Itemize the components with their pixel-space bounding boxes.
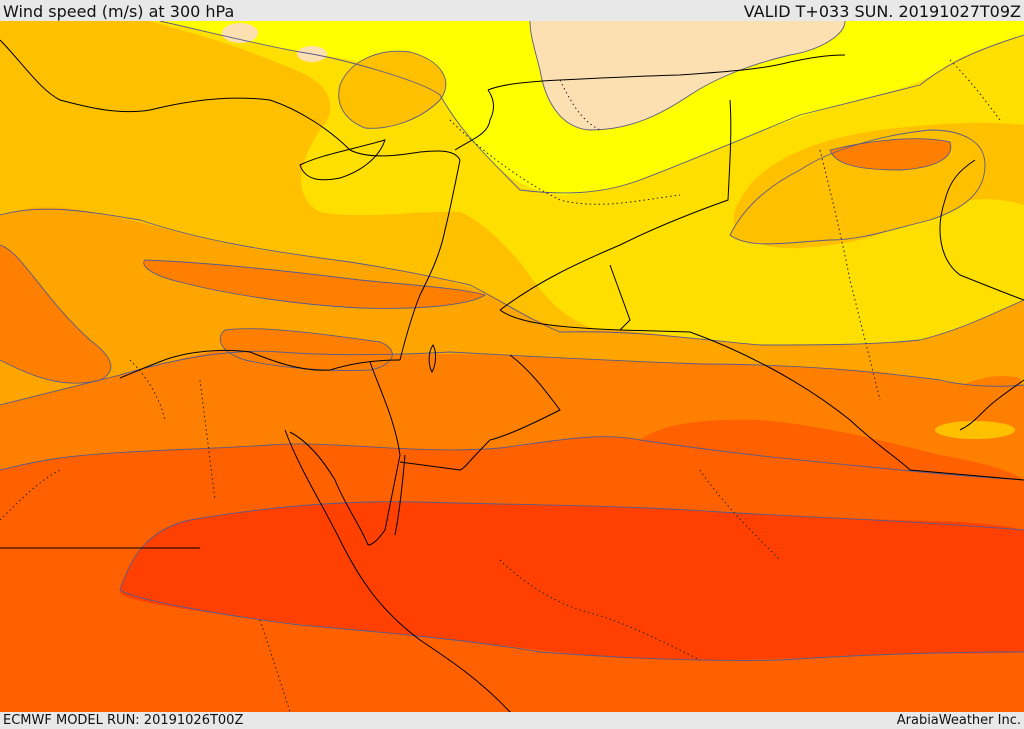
yellow-spot-3 (977, 229, 997, 239)
model-run: ECMWF MODEL RUN: 20191026T00Z (3, 713, 244, 728)
gold-patch-north (338, 51, 446, 129)
wind-speed-map (0, 21, 1024, 712)
gold-patch-se-1 (935, 421, 1015, 439)
header-bar: Wind speed (m/s) at 300 hPa VALID T+033 … (0, 0, 1024, 21)
footer-bar: ECMWF MODEL RUN: 20191026T00Z ArabiaWeat… (0, 712, 1024, 729)
orange-tongue-east (830, 138, 951, 170)
orange-tongue-west (143, 260, 486, 309)
credit: ArabiaWeather Inc. (896, 713, 1021, 728)
gold-patch-nw (0, 21, 131, 125)
yellow-spot-1 (419, 178, 437, 188)
band-pale-peach (530, 21, 845, 130)
orange-tongue-mid (220, 328, 393, 371)
peach-patch-1 (222, 23, 258, 43)
valid-time: VALID T+033 SUN. 20191027T09Z (743, 2, 1021, 21)
map-title: Wind speed (m/s) at 300 hPa (3, 2, 235, 21)
contour-lines (0, 21, 1024, 661)
coastlines (0, 39, 1024, 712)
internal-boundaries (0, 59, 1001, 712)
band-red-orange-core (120, 501, 1024, 661)
yellow-spot-2 (338, 196, 356, 208)
borders (0, 54, 1024, 549)
yellow-spot-4 (768, 306, 778, 314)
orange-tongue-se (948, 375, 1024, 406)
orange-patch-mid (0, 245, 111, 384)
